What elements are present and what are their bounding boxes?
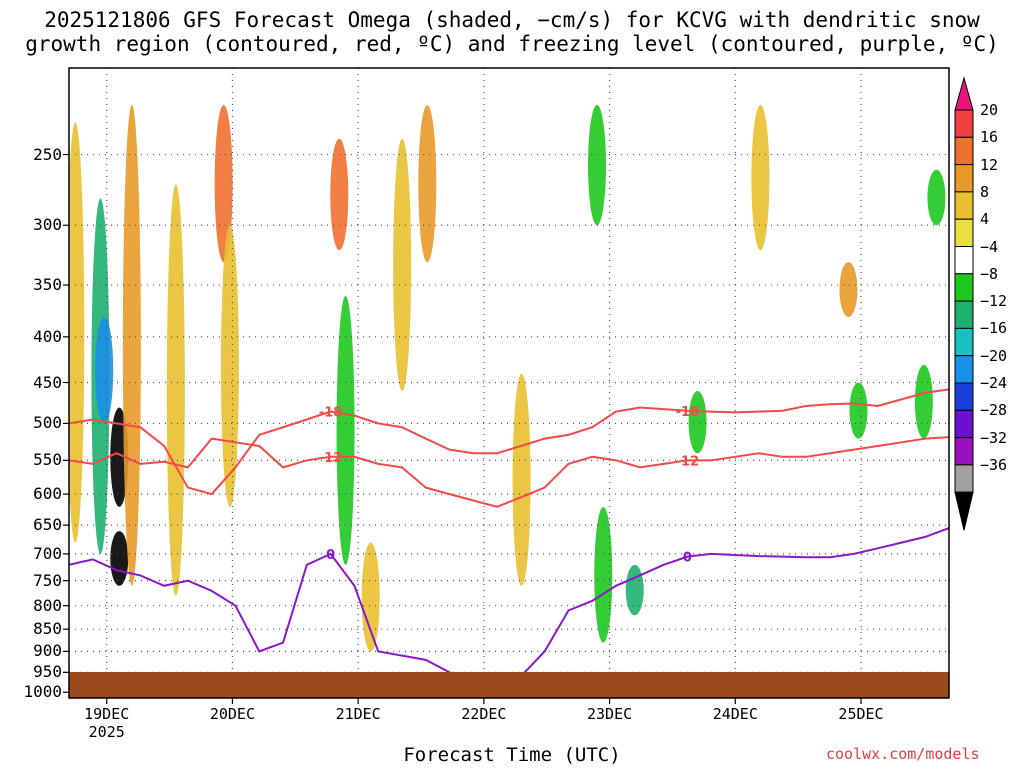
omega-cell [361,542,380,652]
y-tick-label: 450 [33,372,62,392]
freezing-level-contour-label: 0 [683,551,692,566]
colorbar-label: 12 [980,155,999,174]
omega-cell [69,122,85,543]
x-tick-label: 19DEC [84,705,130,723]
y-tick-label: 550 [33,450,62,470]
colorbar-segment [954,382,974,411]
colorbar-segment [954,136,974,166]
y-tick-label: 850 [33,619,62,639]
axis-ticks [63,153,862,704]
colorbar-label: 20 [980,101,999,119]
omega-cell [95,316,114,424]
colorbar-segment [954,464,974,493]
omega-cell [336,295,355,565]
colorbar-top-arrow [954,76,974,111]
omega-cell [418,104,437,263]
colorbar-label: −24 [980,374,1008,392]
colorbar-segment [954,164,974,193]
y-tick-label: 1000 [23,682,62,702]
dgz-contour [69,436,949,508]
x-tick-label: 20DEC [209,705,255,723]
colorbar-label: −16 [980,319,1008,338]
colorbar-segment [954,273,974,302]
omega-cell [330,138,349,251]
x-tick-label: 24DEC [712,705,758,723]
y-tick-label: 500 [33,413,62,433]
y-tick-label: 950 [33,662,62,682]
dgz-contour-label: -12 [676,454,700,469]
omega-cell [625,564,644,616]
colorbar-segment [954,437,974,466]
colorbar-segment [954,191,974,220]
y-tick-label: 350 [33,275,62,295]
colorbar-segment [954,300,974,329]
x-tick-label: 21DEC [335,705,381,723]
y-tick-label: 600 [33,484,62,504]
x-tick-year-label: 2025 [88,723,125,741]
omega-cell [849,382,868,439]
omega-cell [839,262,858,317]
y-tick-label: 300 [33,215,62,235]
y-tick-label: 250 [33,144,62,164]
colorbar-label: 8 [980,182,990,201]
colorbar-label: −36 [980,455,1008,474]
terrain-ground [69,672,949,698]
chart-title-line1: 2025121806 GFS Forecast Omega (shaded, −… [44,8,980,32]
dgz-contour [69,388,949,496]
y-tick-label: 400 [33,326,62,346]
y-tick-label: 900 [33,641,62,661]
omega-cell [751,104,770,251]
omega-cell [220,225,239,507]
dgz-contour-label: -18 [676,405,700,420]
x-tick-label: 23DEC [586,705,633,723]
colorbar-label: 4 [980,210,990,229]
colorbar-label: −32 [980,428,1008,447]
colorbar-label: −28 [980,401,1008,420]
omega-cell [512,373,531,586]
omega-cell [393,138,412,392]
omega-cell [214,104,233,263]
dgz-contour-label: -12 [319,451,343,466]
freezing-level-contour-label: 0 [326,548,335,563]
colorbar-segment [954,218,974,247]
colorbar-segment [954,327,974,357]
colorbar-label: 16 [980,128,999,147]
omega-cell [594,506,613,643]
y-tick-label: 700 [33,543,62,563]
omega-cell [914,364,933,439]
omega-cell [122,104,141,586]
colorbar-label: −12 [980,292,1008,311]
credit-link[interactable]: coolwx.com/models [826,745,980,763]
dgz-contour-label: -18 [319,406,343,421]
y-tick-label: 650 [33,515,62,535]
omega-cell [688,391,707,454]
x-axis-label: Forecast Time (UTC) [403,744,621,766]
colorbar [954,76,974,531]
colorbar-segment [954,246,974,275]
y-tick-label: 750 [33,570,62,590]
colorbar-label: −8 [980,264,999,283]
chart-title-line2: growth region (contoured, red, ºC) and f… [25,32,999,56]
omega-shading [69,104,946,652]
colorbar-segment [954,355,974,384]
omega-cell [110,531,129,586]
y-tick-label: 800 [33,595,62,615]
omega-cell [166,184,185,596]
colorbar-segment [954,109,974,138]
colorbar-label: −20 [980,346,1008,365]
colorbar-label: −4 [980,237,999,256]
colorbar-bottom-arrow [954,491,974,531]
x-tick-label: 25DEC [838,705,884,723]
omega-cell [927,169,946,226]
x-tick-label: 22DEC [461,705,507,723]
colorbar-segment [954,409,974,439]
omega-cell [588,104,606,226]
